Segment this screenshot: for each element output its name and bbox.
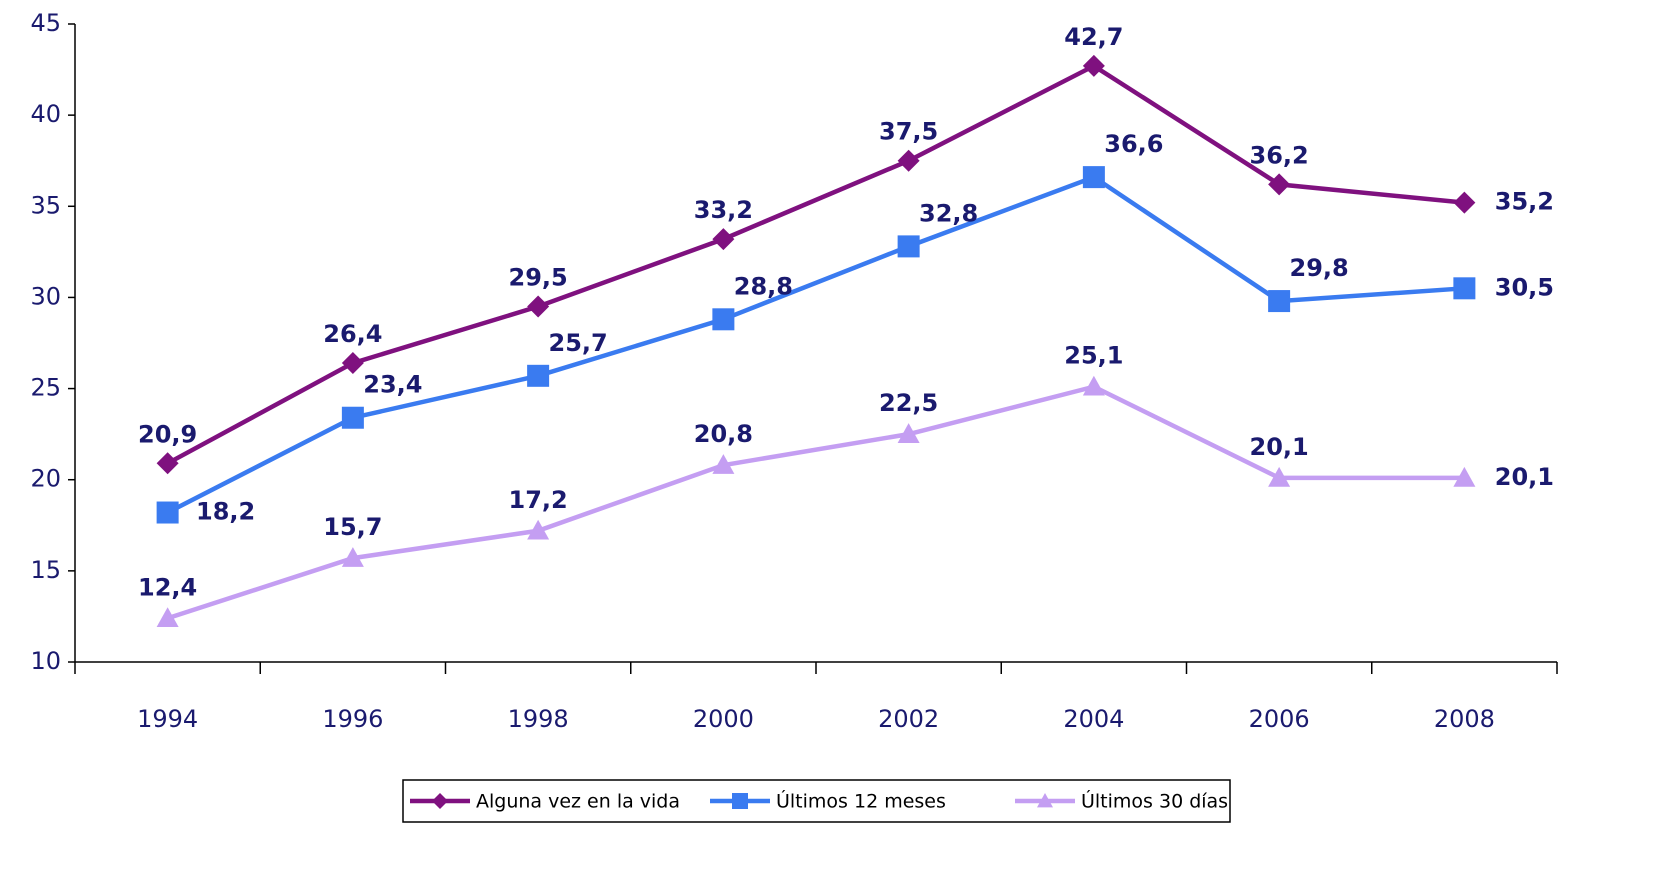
data-label: 25,7: [549, 329, 608, 357]
point: [527, 295, 550, 318]
data-label: 26,4: [323, 320, 382, 348]
point: [1268, 173, 1291, 196]
point: [712, 228, 735, 251]
legend-label: Alguna vez en la vida: [476, 791, 680, 813]
legend-marker: [432, 793, 448, 809]
data-label: 29,8: [1290, 254, 1349, 282]
x-tick-label: 1994: [137, 705, 198, 733]
legend-label: Últimos 12 meses: [776, 789, 946, 813]
point: [1082, 166, 1105, 189]
point: [341, 406, 364, 429]
point: [712, 454, 735, 474]
point: [527, 519, 550, 540]
point: [1268, 290, 1291, 313]
data-label: 15,7: [323, 513, 382, 541]
x-tick-label: 1996: [322, 705, 383, 733]
x-tick-label: 2000: [693, 705, 754, 733]
series-line: [166, 384, 1465, 621]
point: [1453, 191, 1476, 214]
point: [156, 452, 179, 475]
legend-marker: [732, 793, 748, 809]
point: [897, 235, 920, 258]
point: [341, 352, 364, 375]
x-tick-label: 1998: [508, 705, 569, 733]
data-label: 25,1: [1064, 342, 1123, 370]
y-tick-label: 45: [30, 9, 61, 37]
y-tick-label: 35: [30, 191, 61, 219]
point: [1453, 277, 1476, 300]
data-label: 12,4: [138, 573, 197, 601]
point: [156, 607, 179, 628]
data-label: 20,1: [1250, 433, 1309, 461]
data-label: 36,2: [1250, 141, 1309, 169]
point: [897, 423, 920, 443]
data-label: 29,5: [509, 264, 568, 292]
data-label: 17,2: [509, 486, 568, 514]
point: [1453, 466, 1476, 487]
data-label: 35,2: [1495, 188, 1554, 216]
y-tick-label: 40: [30, 100, 61, 128]
y-tick-label: 25: [30, 374, 61, 402]
data-label: 36,6: [1104, 130, 1163, 158]
data-label: 20,1: [1495, 463, 1554, 491]
point: [1082, 375, 1105, 396]
x-tick-label: 2002: [878, 705, 939, 733]
data-label: 20,9: [138, 420, 197, 448]
legend: Alguna vez en la vida Últimos 12 meses Últ…: [402, 779, 1231, 823]
data-label: 37,5: [879, 118, 938, 146]
legend-label: Últimos 30 días: [1081, 789, 1228, 813]
point: [527, 364, 550, 387]
data-label: 23,4: [363, 371, 422, 399]
data-label: 28,8: [734, 272, 793, 300]
y-tick-label: 10: [30, 647, 61, 675]
data-label: 20,8: [694, 420, 753, 448]
y-tick-label: 20: [30, 465, 61, 493]
x-tick-label: 2008: [1434, 705, 1495, 733]
point: [1082, 54, 1105, 77]
point: [897, 149, 920, 172]
x-tick-label: 2004: [1063, 705, 1124, 733]
data-label: 32,8: [919, 199, 978, 227]
data-label: 42,7: [1064, 23, 1123, 51]
y-tick-label: 30: [30, 282, 61, 310]
legend-box: [402, 779, 1231, 823]
data-label: 18,2: [196, 498, 255, 526]
data-label: 22,5: [879, 389, 938, 417]
point: [1268, 466, 1291, 487]
point: [712, 308, 735, 331]
legend-marker: [1037, 793, 1053, 808]
point: [156, 501, 179, 524]
point: [341, 547, 364, 567]
x-tick-label: 2006: [1249, 705, 1310, 733]
data-label: 30,5: [1495, 273, 1554, 301]
data-label: 33,2: [694, 196, 753, 224]
y-tick-label: 15: [30, 556, 61, 584]
series-line: [166, 174, 1465, 515]
series-line: [166, 63, 1465, 466]
